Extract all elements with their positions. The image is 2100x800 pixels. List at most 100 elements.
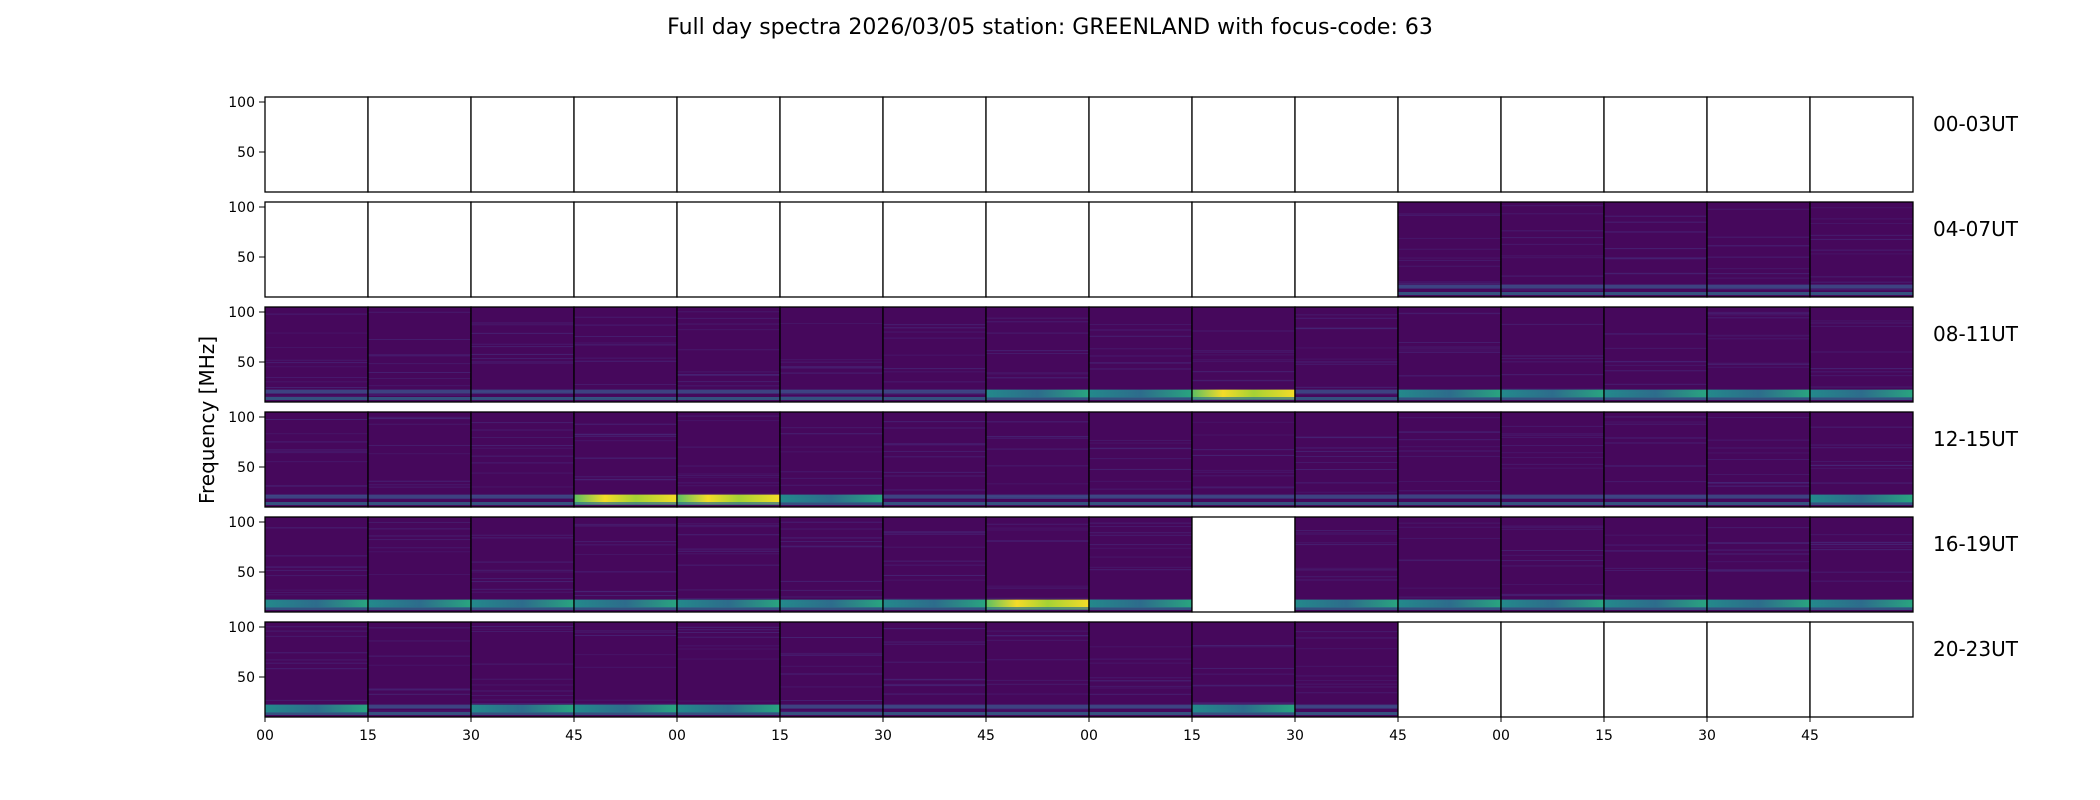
noise-line [1604,370,1707,372]
row-label: 12-15UT [1933,427,2019,451]
noise-floor-band [883,607,986,610]
noise-line [1501,205,1604,207]
noise-line [368,311,471,313]
noise-line [1810,371,1913,373]
noise-line [986,527,1089,529]
noise-line [1810,386,1913,388]
noise-line [883,574,986,576]
noise-line [574,342,677,344]
empty-panel-bg [883,97,986,192]
panel-border [1809,621,1914,718]
noise-line [986,352,1089,354]
noise-floor-band [1501,397,1604,400]
noise-line [780,699,883,701]
empty-panel-bg [471,202,574,297]
panel-bg [1192,412,1295,507]
interference-band [471,599,574,608]
noise-line [368,453,471,455]
interference-band [986,494,1089,499]
panel-bg [368,412,471,507]
noise-line [1707,542,1810,544]
spectrogram-panel [1294,201,1399,298]
noise-line [574,433,677,435]
noise-line [471,437,574,439]
panel-bg [1398,517,1501,612]
noise-line [1192,449,1295,451]
noise-line [1707,277,1810,279]
noise-line [677,629,780,631]
noise-line [1089,547,1192,549]
noise-floor-band [1810,397,1913,400]
noise-floor-band [986,502,1089,505]
noise-line [986,421,1089,423]
interference-band [1810,389,1913,398]
empty-panel-bg [1192,97,1295,192]
noise-line [1192,702,1295,704]
noise-line [677,385,780,387]
noise-line [1604,257,1707,259]
noise-line [1810,549,1913,551]
spectrogram-panel [573,621,678,718]
noise-floor-band [780,607,883,610]
noise-floor-band [1604,397,1707,400]
noise-line [1810,368,1913,370]
noise-line [883,444,986,446]
noise-line [368,710,471,712]
noise-line [1192,486,1295,488]
noise-line [471,581,574,583]
noise-line [1707,366,1810,368]
noise-floor-band [574,397,677,400]
noise-line [883,337,986,339]
spectrogram-panel [779,306,884,403]
noise-line [1295,482,1398,484]
noise-floor-band [1810,292,1913,295]
panel-bg [677,517,780,612]
noise-floor-band [1604,292,1707,295]
noise-floor-band [368,502,471,505]
spectrogram-panel [1706,201,1811,298]
x-tick-label: 15 [771,728,789,744]
noise-line [265,347,368,349]
empty-panel-bg [780,97,883,192]
noise-line [1810,375,1913,377]
noise-line [1398,455,1501,457]
interference-band [1707,284,1810,289]
panel-bg [368,622,471,717]
spectrogram-panel [1294,96,1399,193]
panel-bg [780,622,883,717]
noise-line [1295,675,1398,677]
noise-line [883,685,986,687]
panel-bg [1501,307,1604,402]
interference-band [677,494,780,505]
noise-line [265,699,368,701]
noise-line [1089,362,1192,364]
panel-bg [986,307,1089,402]
spectrogram-panel [1294,306,1399,403]
interference-band [1192,704,1295,713]
noise-line [677,632,780,634]
panel-bg [1295,412,1398,507]
noise-line [265,591,368,593]
noise-line [677,323,780,325]
noise-line [368,480,471,482]
interference-band [265,389,368,394]
x-tick-label: 30 [1286,728,1304,744]
noise-floor-band [677,397,780,400]
empty-panel-bg [986,202,1089,297]
noise-line [1707,338,1810,340]
noise-line [1604,416,1707,418]
noise-line [1810,444,1913,446]
noise-line [780,637,883,639]
noise-line [780,537,883,539]
spectrogram-panel [1294,411,1399,508]
noise-line [471,447,574,449]
empty-panel-bg [677,97,780,192]
spectrogram-panel [470,201,575,298]
noise-line [1398,375,1501,377]
interference-band [1501,284,1604,289]
noise-line [780,366,883,368]
spectrogram-panel [470,621,575,718]
panel-bg [1398,307,1501,402]
spectra-row [264,516,1914,613]
noise-line [1501,355,1604,357]
